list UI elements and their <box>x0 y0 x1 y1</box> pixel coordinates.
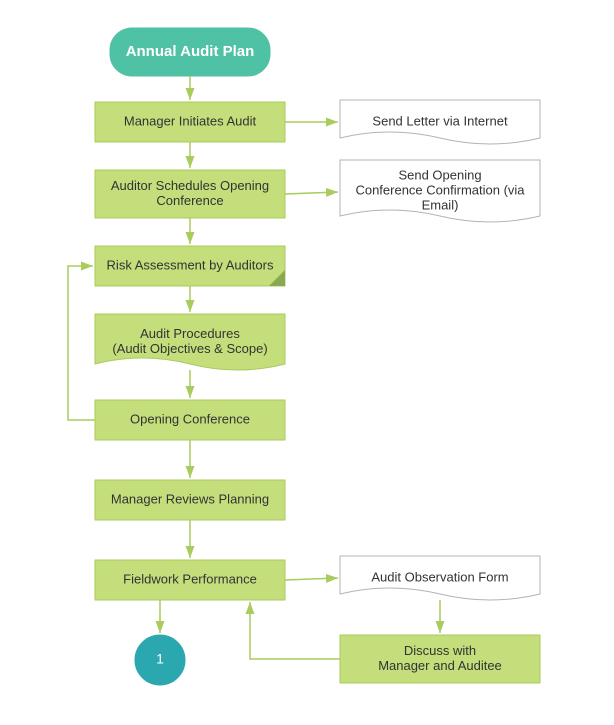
node-c1: 1 <box>135 635 185 685</box>
node-n3: Risk Assessment by Auditors <box>95 246 285 286</box>
label-n1: Manager Initiates Audit <box>124 113 257 128</box>
label-n3: Risk Assessment by Auditors <box>107 257 274 272</box>
node-n5: Manager Reviews Planning <box>95 480 285 520</box>
label-n5: Manager Reviews Planning <box>111 491 269 506</box>
arrow-n2-d2 <box>285 192 338 194</box>
label-n2-0: Auditor Schedules Opening <box>111 178 269 193</box>
node-n4: Opening Conference <box>95 400 285 440</box>
node-n6: Fieldwork Performance <box>95 560 285 600</box>
label-n2-1: Conference <box>156 193 223 208</box>
arrow-n4-n3 <box>68 266 95 420</box>
label-d1: Send Letter via Internet <box>372 113 508 128</box>
node-d1: Send Letter via Internet <box>340 100 540 144</box>
label-d2-0: Send Opening <box>398 167 481 182</box>
label-title: Annual Audit Plan <box>126 43 255 60</box>
arrow-n7-n6 <box>250 602 340 659</box>
node-n2: Auditor Schedules OpeningConference <box>95 170 285 218</box>
label-n7-1: Manager and Auditee <box>378 658 502 673</box>
label-d2-2: Email) <box>422 197 459 212</box>
label-d3-1: (Audit Objectives & Scope) <box>112 341 267 356</box>
node-d3: Audit Procedures(Audit Objectives & Scop… <box>95 314 285 370</box>
arrow-n6-d4 <box>285 578 338 580</box>
node-title: Annual Audit Plan <box>110 28 270 76</box>
label-d3-0: Audit Procedures <box>140 326 240 341</box>
label-c1: 1 <box>156 651 164 667</box>
label-d2-1: Conference Confirmation (via <box>355 182 525 197</box>
label-n6: Fieldwork Performance <box>123 571 257 586</box>
label-n7-0: Discuss with <box>404 643 476 658</box>
label-n4: Opening Conference <box>130 411 250 426</box>
node-n1: Manager Initiates Audit <box>95 102 285 142</box>
label-d4: Audit Observation Form <box>371 569 508 584</box>
node-d2: Send OpeningConference Confirmation (via… <box>340 160 540 222</box>
node-d4: Audit Observation Form <box>340 556 540 600</box>
node-n7: Discuss withManager and Auditee <box>340 635 540 683</box>
